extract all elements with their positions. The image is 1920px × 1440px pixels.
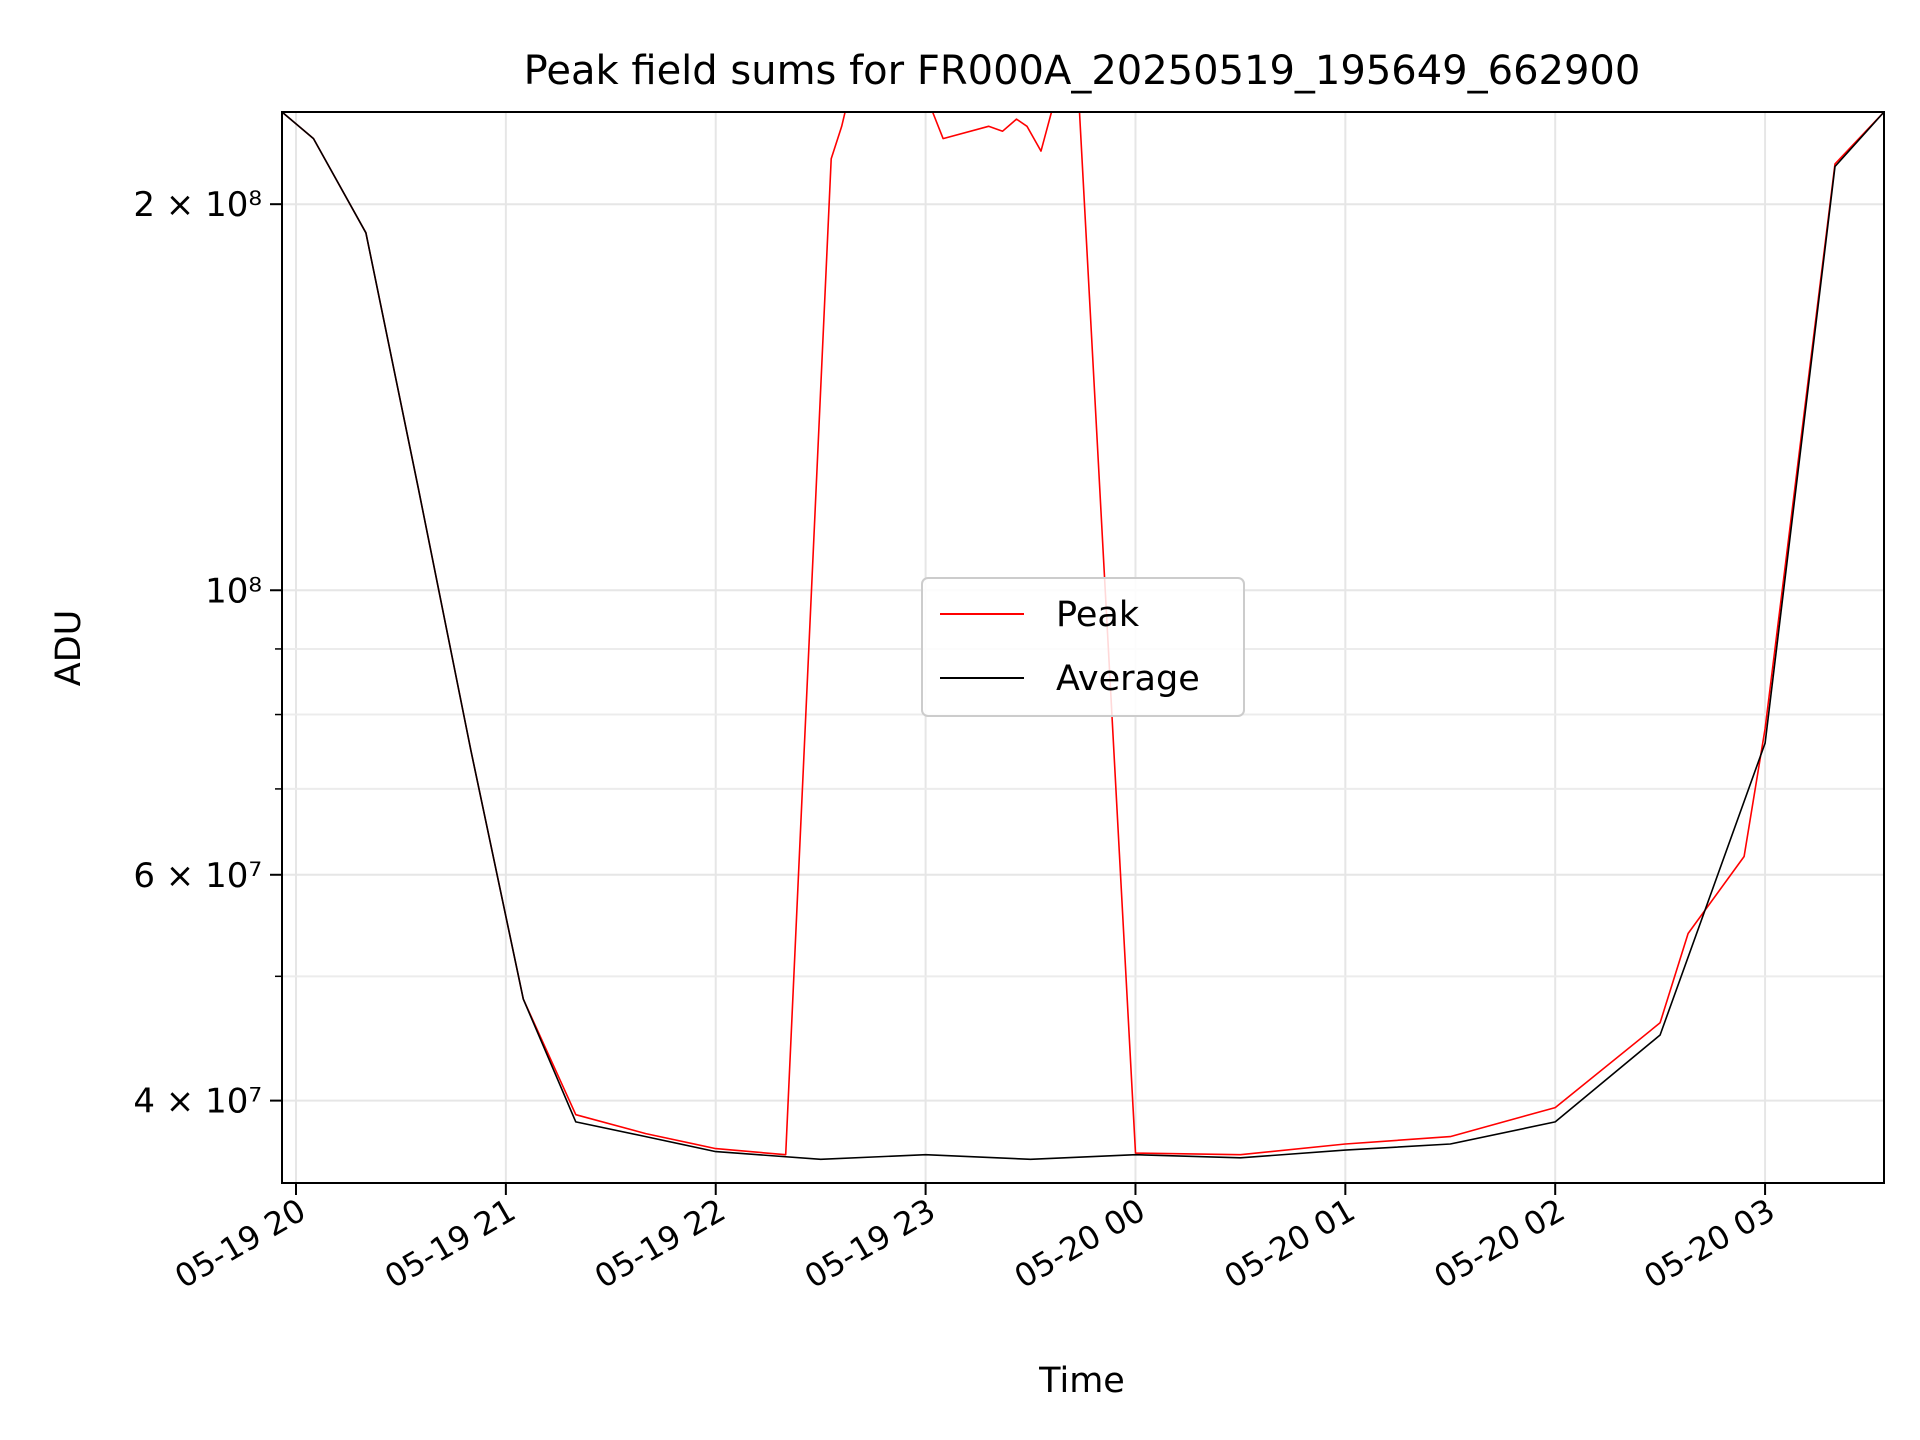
legend-label-average: Average [1056,659,1200,699]
chart-title: Peak field sums for FR000A_20250519_1956… [524,48,1641,94]
legend-label-peak: Peak [1056,595,1140,635]
y-tick-label: 10⁸ [205,571,262,611]
y-axis: 4 × 10⁷ 6 × 10⁷ 10⁸ 2 × 10⁸ [133,185,282,1122]
y-tick-label: 6 × 10⁷ [133,856,262,896]
y-tick-label: 4 × 10⁷ [133,1082,262,1122]
plot-series [281,111,1885,1161]
legend: Peak Average [921,577,1245,717]
series-line-average [281,111,1885,1161]
legend-box [921,577,1245,717]
plot-frame [281,111,1885,1184]
y-tick-label: 2 × 10⁸ [133,185,262,225]
y-axis-label: ADU [49,610,89,687]
series-line-peak [281,111,1885,1156]
x-axis-label: Time [1038,1361,1125,1401]
